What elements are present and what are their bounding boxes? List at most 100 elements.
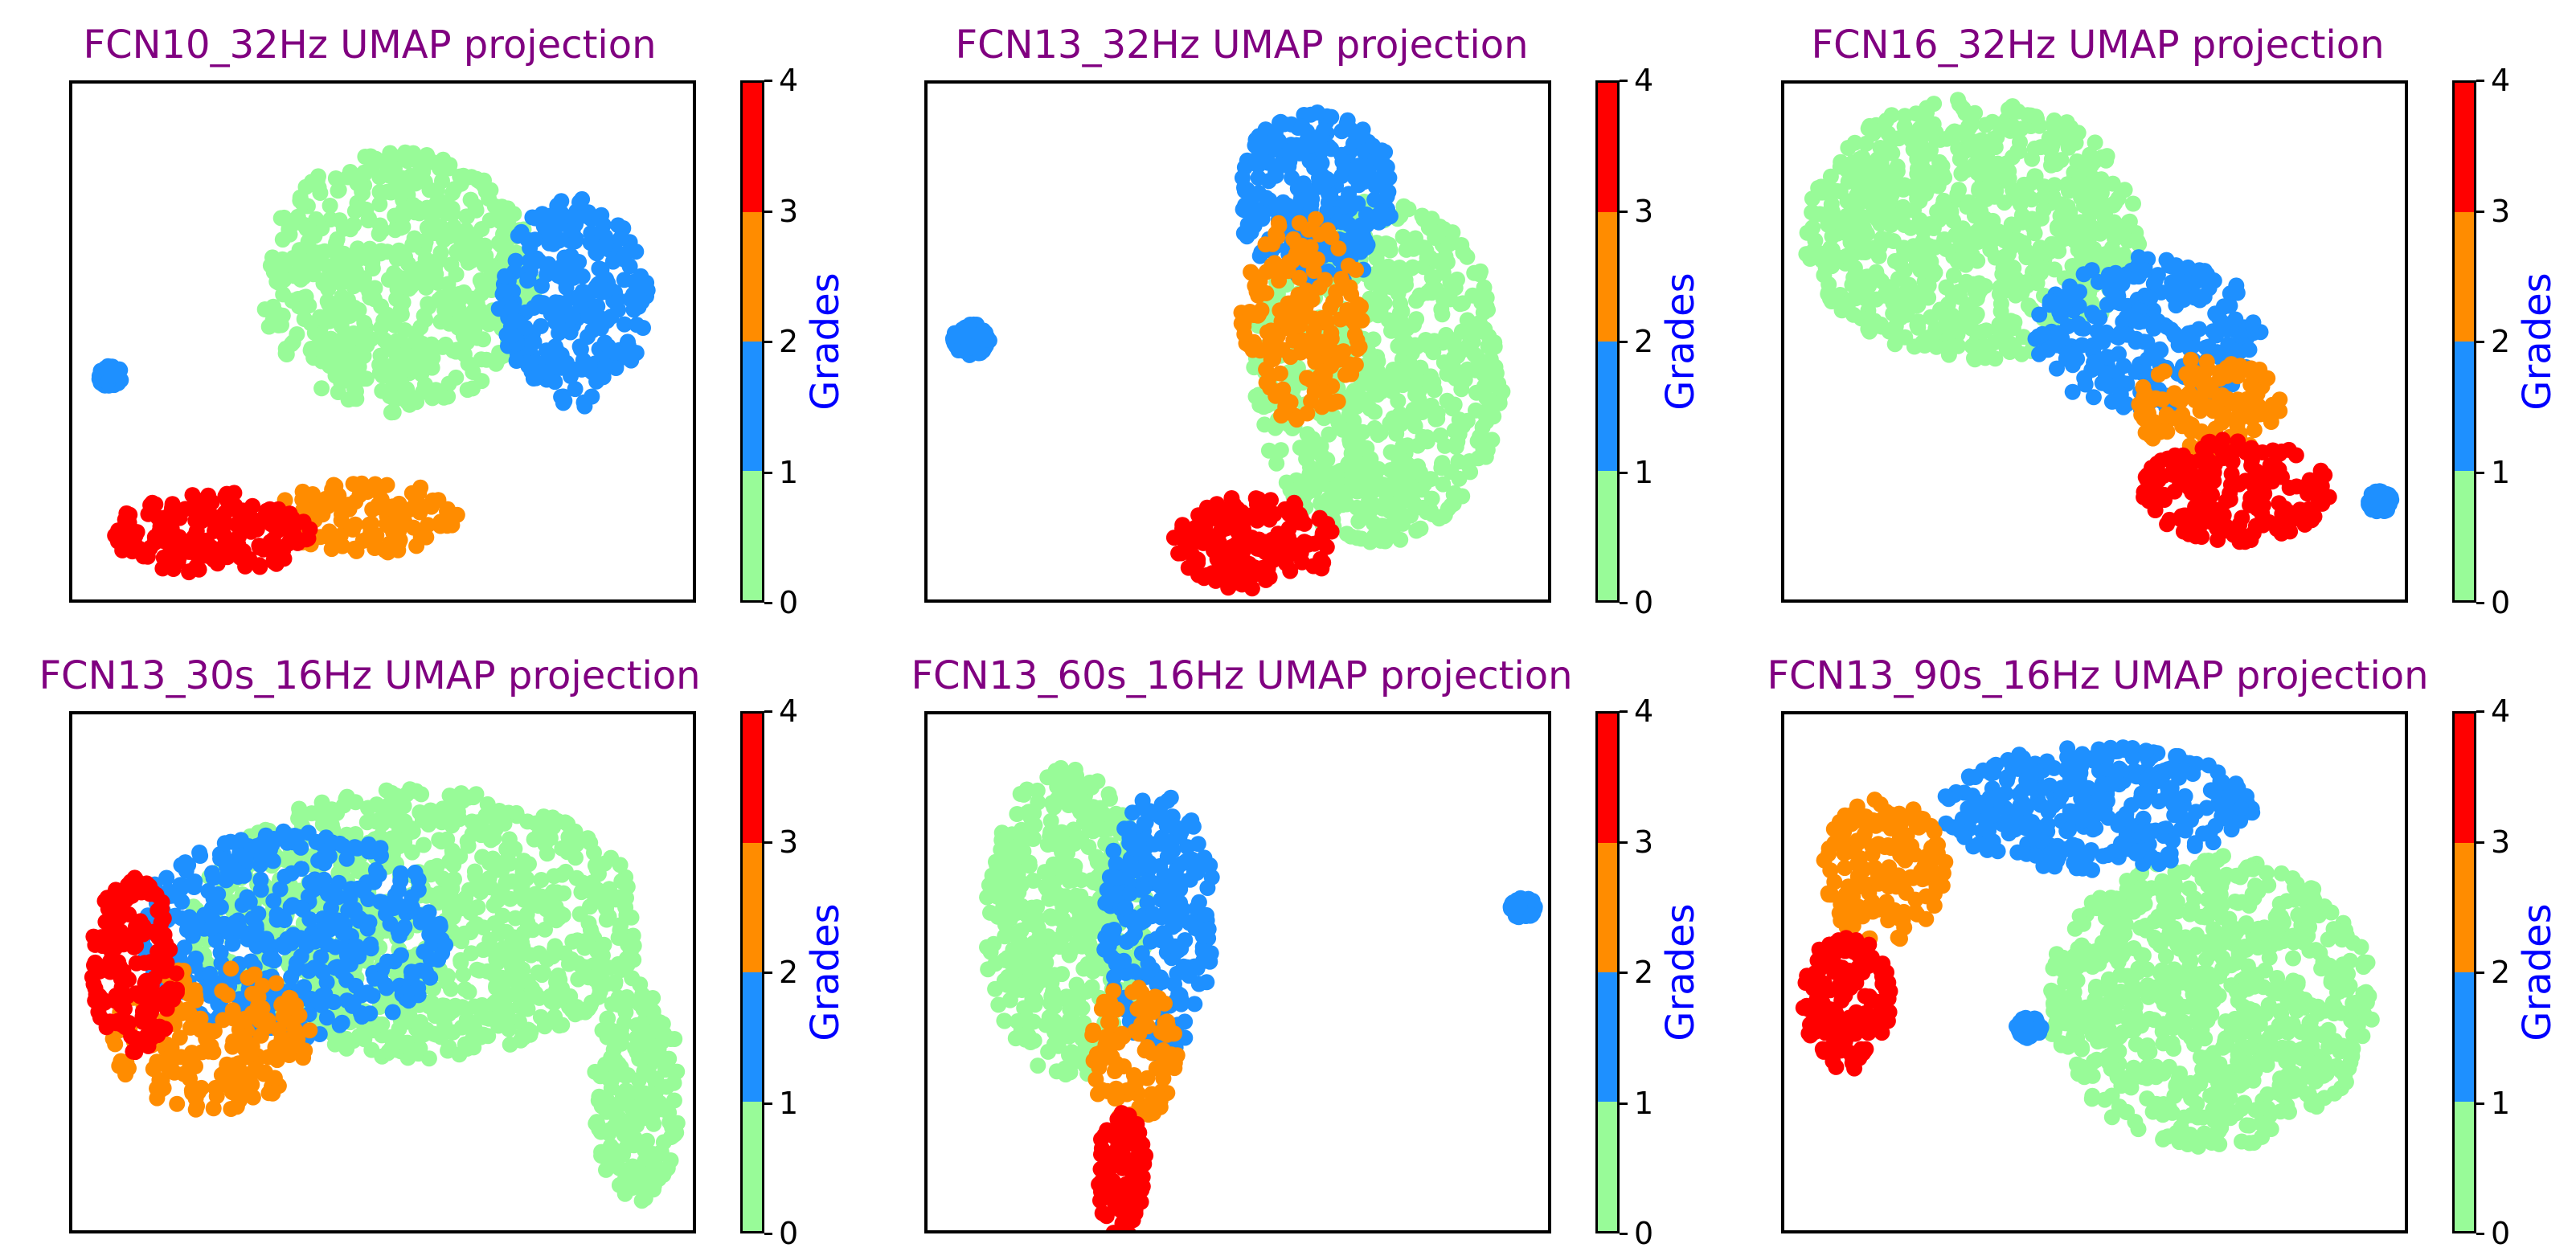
scatter-point — [1873, 153, 1890, 170]
colorbar-tick-label: 0 — [779, 585, 799, 620]
colorbar-tick — [764, 341, 772, 343]
scatter-point — [2147, 349, 2163, 366]
scatter-point — [1366, 419, 1383, 436]
scatter-point — [351, 352, 368, 369]
scatter-point — [1291, 269, 1308, 286]
scatter-point — [2185, 337, 2201, 354]
scatter-point — [2005, 259, 2021, 276]
scatter-point — [478, 351, 495, 368]
scatter-point — [256, 301, 273, 317]
scatter-point — [297, 178, 314, 195]
scatter-point — [1848, 207, 1865, 223]
scatter-point — [403, 844, 420, 861]
scatter-point — [1279, 197, 1296, 214]
scatter-point — [321, 523, 338, 540]
scatter-point — [575, 352, 592, 369]
scatter-point — [1920, 277, 1937, 294]
colorbar-segment — [743, 471, 762, 600]
scatter-point — [310, 255, 327, 272]
scatter-point — [2002, 313, 2019, 329]
scatter-point — [2156, 486, 2173, 503]
scatter-point — [596, 855, 613, 872]
scatter-point — [1295, 332, 1312, 349]
scatter-point — [1236, 325, 1253, 342]
scatter-point — [386, 170, 403, 187]
scatter-point — [1395, 485, 1412, 501]
scatter-point — [1991, 321, 2008, 338]
scatter-point — [406, 230, 423, 247]
scatter-point — [563, 824, 579, 841]
scatter-point — [2224, 453, 2241, 470]
scatter-point — [1378, 188, 1395, 205]
scatter-point — [550, 358, 567, 375]
scatter-point — [1991, 116, 2007, 133]
scatter-point — [1256, 140, 1273, 156]
scatter-point — [294, 491, 311, 508]
scatter-point — [1304, 129, 1321, 146]
scatter-point — [1486, 334, 1503, 351]
scatter-point — [1958, 273, 1975, 290]
scatter-point — [955, 329, 972, 346]
scatter-point — [2115, 220, 2132, 237]
scatter-point — [517, 319, 534, 336]
scatter-point — [1474, 419, 1491, 436]
scatter-point — [2183, 416, 2200, 433]
scatter-point — [2027, 108, 2044, 125]
scatter-point — [1308, 211, 1324, 227]
scatter-point — [547, 941, 563, 958]
scatter-point — [2035, 189, 2052, 206]
scatter-point — [424, 211, 440, 227]
scatter-point — [1350, 158, 1367, 174]
scatter-point — [107, 527, 124, 544]
cluster-grade-1-2 — [490, 190, 656, 415]
colorbar-segment — [743, 212, 762, 342]
scatter-point — [1243, 264, 1259, 281]
scatter-point — [508, 353, 525, 369]
scatter-point — [594, 947, 611, 964]
colorbar-tick-label: 1 — [779, 454, 799, 490]
scatter-point — [1334, 153, 1351, 170]
scatter-point — [455, 966, 472, 983]
scatter-point — [2209, 344, 2226, 361]
scatter-point — [1337, 366, 1354, 383]
scatter-point — [2064, 383, 2081, 400]
scatter-point — [2031, 346, 2047, 362]
scatter-point — [1247, 388, 1264, 405]
scatter-point — [2013, 121, 2029, 137]
scatter-point — [385, 403, 402, 420]
scatter-point — [2054, 118, 2071, 135]
scatter-point — [420, 517, 436, 534]
scatter-point — [1306, 383, 1323, 400]
scatter-point — [1822, 239, 1839, 256]
scatter-point — [1323, 523, 1340, 540]
scatter-point — [1226, 496, 1243, 513]
scatter-point — [2022, 175, 2039, 192]
scatter-point — [381, 796, 398, 813]
scatter-point — [2231, 325, 2248, 342]
scatter-point — [412, 319, 429, 336]
scatter-point — [503, 300, 520, 317]
scatter-point — [1838, 248, 1855, 264]
scatter-point — [1292, 308, 1308, 325]
scatter-point — [2241, 342, 2258, 358]
scatter-point — [446, 181, 463, 198]
umap-scatter — [91, 144, 656, 581]
scatter-point — [335, 304, 352, 321]
scatter-point — [1990, 223, 2007, 240]
scatter-point — [367, 540, 383, 556]
scatter-point — [1445, 350, 1462, 366]
scatter-point — [1816, 267, 1833, 284]
scatter-point — [1333, 271, 1349, 287]
plot-area — [924, 80, 1551, 603]
scatter-point — [1305, 462, 1322, 479]
scatter-point — [2058, 132, 2074, 149]
colorbar-tick — [1620, 471, 1628, 474]
scatter-point — [346, 379, 362, 396]
scatter-point — [1399, 321, 1415, 338]
scatter-point — [387, 390, 404, 407]
scatter-point — [1211, 534, 1228, 551]
scatter-point — [350, 329, 367, 346]
colorbar-segment — [2455, 471, 2474, 600]
scatter-point — [2244, 410, 2261, 427]
scatter-point — [330, 487, 347, 504]
